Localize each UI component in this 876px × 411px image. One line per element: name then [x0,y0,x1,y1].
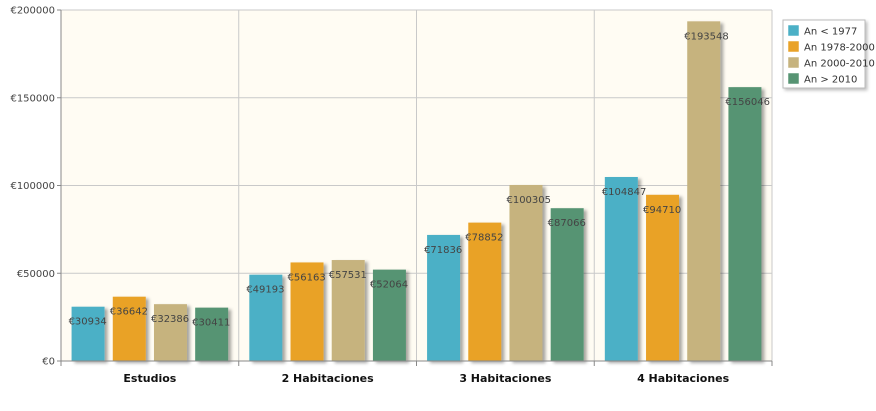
data-label: €104847 [602,187,647,198]
data-label: €30411 [192,318,230,329]
bar [331,260,365,361]
legend-label: An > 2010 [804,75,857,86]
gridlines [60,9,773,361]
bar [153,304,187,361]
x-tick-label: Estudios [123,372,176,385]
data-label: €156046 [725,97,770,108]
data-label: €71836 [424,245,462,256]
bar [249,274,283,361]
bar [195,307,229,361]
bar [71,306,105,361]
data-label: €32386 [151,314,189,325]
legend-label: An 1978-2000 [804,43,875,54]
y-tick-label: €50000 [17,269,55,280]
data-label: €100305 [506,195,551,206]
x-tick-label: 2 Habitaciones [282,372,375,385]
legend-swatch [787,72,800,85]
bar [646,194,680,361]
bar [550,208,584,361]
legend: An < 1977 An 1978-2000 An 2000-2010 An > 20… [782,19,875,89]
bar [112,296,146,361]
legend-swatch [787,24,800,37]
bar [728,87,762,361]
legend-label: An < 1977 [804,27,857,38]
bar [604,176,638,361]
axes: €0 €50000 €100000 €150000 €200000 Estudios 2 H… [10,6,773,385]
data-label: €57531 [329,270,367,281]
y-tick-label: €0 [42,357,55,368]
data-label: €56163 [288,272,326,283]
x-tick-label: 3 Habitaciones [459,372,552,385]
bar [427,234,461,361]
legend-label: An 2000-2010 [804,59,875,70]
data-labels: €30934 €49193 €71836 €104847 €36642 €56163 €78… [69,31,770,328]
data-label: €94710 [643,205,681,216]
data-label: €30934 [69,317,107,328]
data-label: €49193 [246,285,284,296]
bar [468,222,502,361]
legend-swatch [787,56,800,69]
data-label: €78852 [465,233,503,244]
x-tick-label: 4 Habitaciones [637,372,730,385]
bar [372,269,406,361]
y-tick-label: €100000 [10,181,55,192]
y-tick-label: €150000 [10,93,55,104]
bar [290,262,324,361]
y-tick-label: €200000 [10,6,55,17]
bar [687,21,721,361]
data-label: €36642 [110,307,148,318]
data-label: €52064 [370,280,408,291]
data-label: €193548 [684,31,729,42]
bar [509,184,543,361]
data-label: €87066 [548,218,586,229]
legend-swatch [787,40,800,53]
bars [71,21,762,361]
